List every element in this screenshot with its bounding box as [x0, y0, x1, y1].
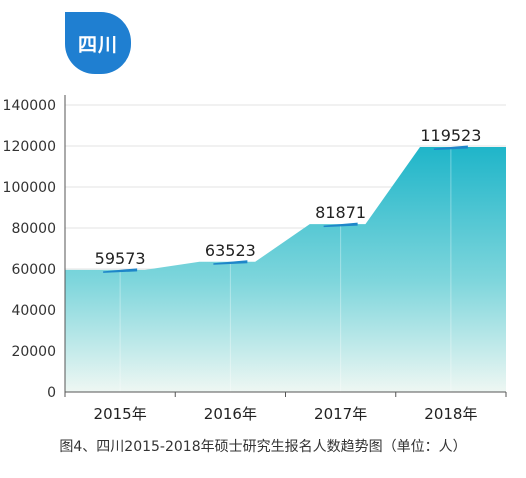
y-tick-label: 140000 — [3, 98, 56, 114]
region-badge: 四川 — [65, 12, 131, 74]
x-tick-label: 2015年 — [94, 405, 147, 423]
y-tick-label: 60000 — [11, 262, 56, 278]
data-point-marker — [103, 268, 138, 273]
y-tick-label: 120000 — [3, 139, 56, 155]
x-tick-label: 2017年 — [314, 405, 367, 423]
axes: 0 20000 40000 60000 80000 100000 120000 140000 2… — [3, 95, 507, 423]
y-tick-label: 20000 — [11, 344, 56, 360]
area-fill — [65, 146, 506, 392]
area-series — [65, 146, 506, 392]
y-tick-label: 80000 — [11, 221, 56, 237]
data-point-marker — [323, 222, 358, 228]
y-tick-label: 40000 — [11, 303, 56, 319]
data-label: 81871 — [315, 203, 366, 222]
data-labels: 59573 63523 81871 119523 — [95, 126, 481, 273]
data-label: 119523 — [420, 126, 481, 145]
data-point-marker — [213, 260, 248, 265]
chart-caption: 图4、四川2015-2018年硕士研究生报名人数趋势图（单位：人） — [59, 439, 467, 455]
x-tick-label: 2016年 — [204, 405, 257, 423]
x-tick-label: 2018年 — [424, 405, 477, 423]
data-label: 63523 — [205, 241, 256, 260]
y-tick-label: 100000 — [3, 180, 56, 196]
data-label: 59573 — [95, 249, 146, 268]
y-tick-label: 0 — [47, 385, 56, 401]
data-point-marker — [433, 145, 468, 150]
